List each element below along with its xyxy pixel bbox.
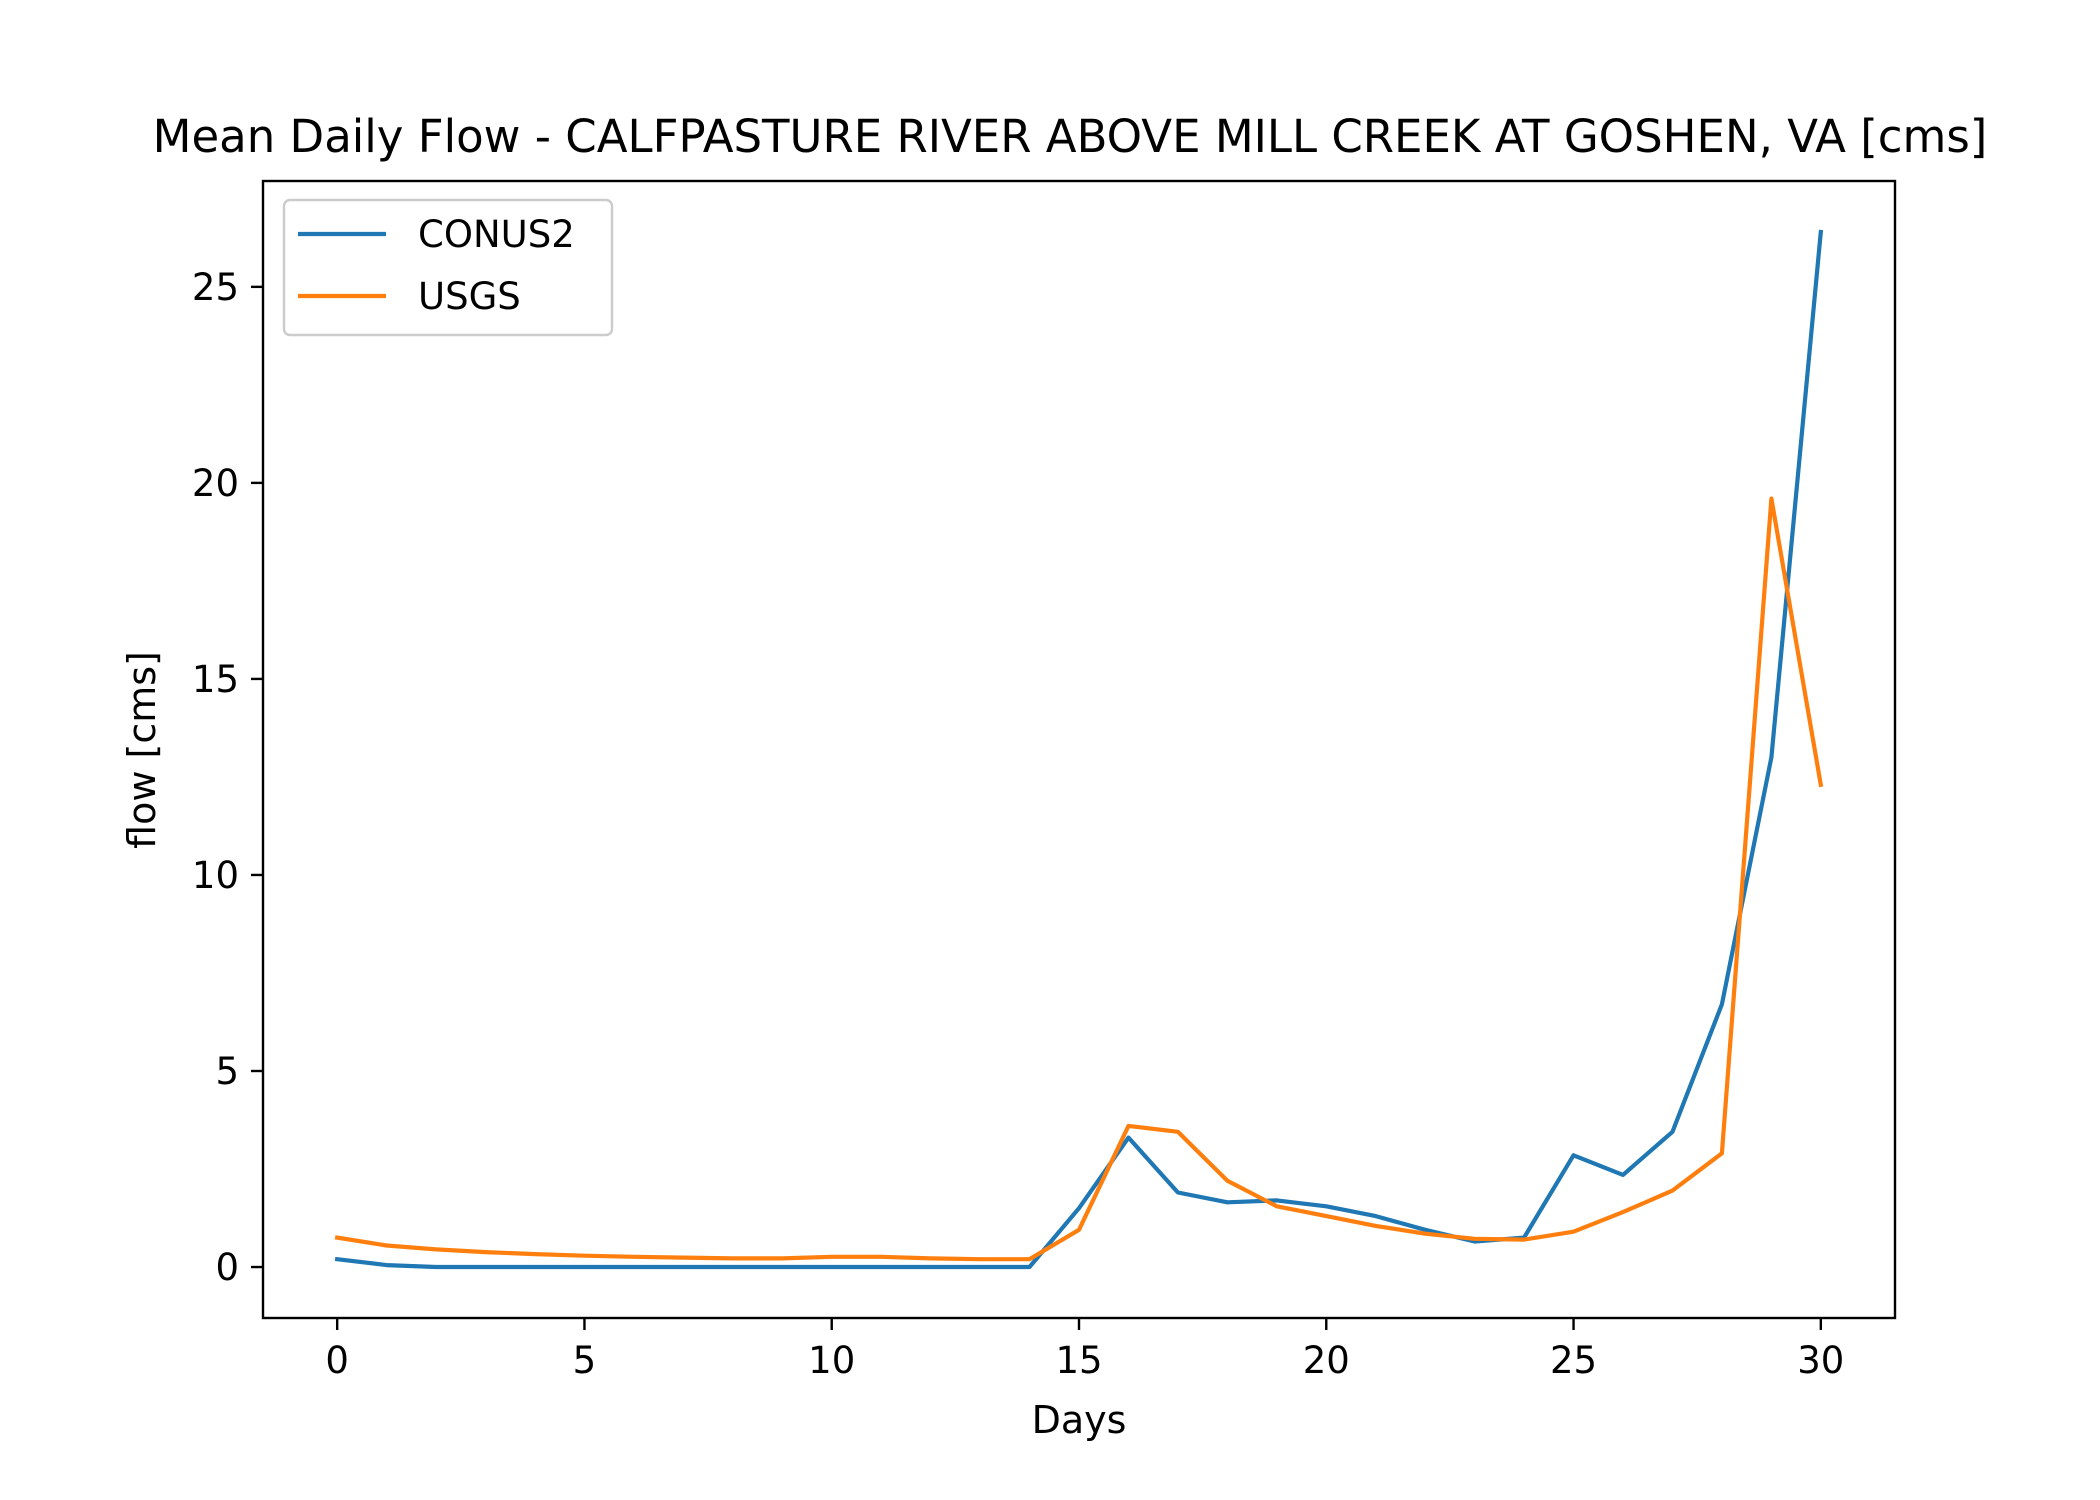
y-tick-label: 10 (192, 854, 239, 897)
legend-label-usgs: USGS (418, 275, 521, 318)
x-axis: 0 5 10 15 20 25 30 (325, 1318, 1844, 1382)
x-tick-label: 10 (808, 1339, 855, 1382)
x-tick-label: 30 (1797, 1339, 1844, 1382)
x-axis-label: Days (1032, 1398, 1127, 1442)
y-tick-label: 5 (215, 1050, 239, 1093)
y-tick-label: 0 (215, 1246, 239, 1289)
series-line-usgs (334, 496, 1824, 1262)
legend: CONUS2 USGS (282, 198, 614, 337)
x-tick-label: 20 (1303, 1339, 1350, 1382)
chart-title: Mean Daily Flow - CALFPASTURE RIVER ABOV… (153, 110, 1988, 163)
x-tick-label: 5 (573, 1339, 597, 1382)
x-tick-label: 0 (325, 1339, 349, 1382)
series-layer (334, 229, 1824, 1270)
y-axis-label: flow [cms] (120, 651, 164, 849)
y-tick-label: 25 (192, 266, 239, 309)
y-tick-label: 15 (192, 658, 239, 701)
series-line-conus2 (334, 229, 1824, 1270)
x-tick-label: 15 (1055, 1339, 1102, 1382)
x-tick-label: 25 (1550, 1339, 1597, 1382)
y-axis: 0 5 10 15 20 25 (192, 266, 263, 1289)
legend-label-conus2: CONUS2 (418, 213, 575, 256)
y-tick-label: 20 (192, 462, 239, 505)
